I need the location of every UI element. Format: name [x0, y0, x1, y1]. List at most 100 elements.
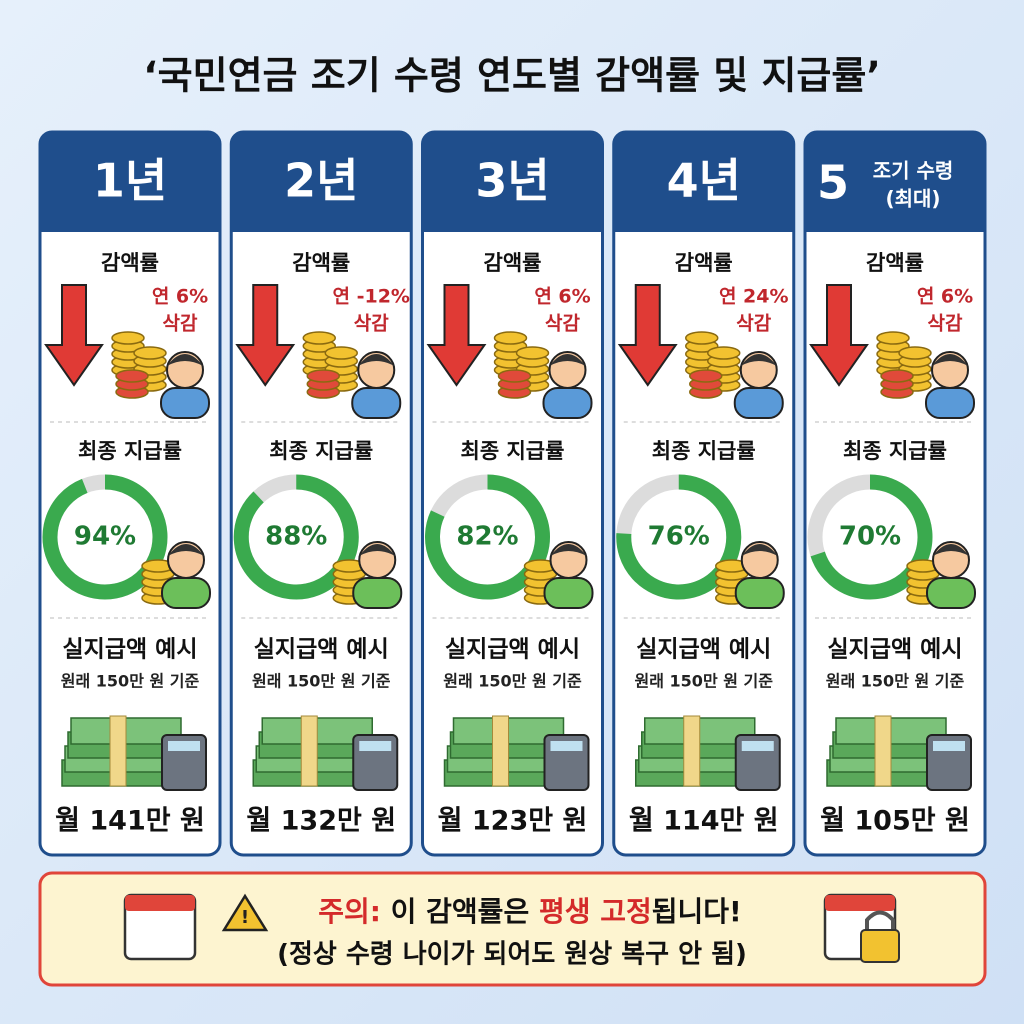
calculator-screen: [168, 741, 200, 751]
card-header: [422, 132, 603, 232]
example-base: 원래 150만 원 기준: [61, 672, 200, 691]
donut-arc: [616, 474, 742, 600]
reduction-rate: 삭감: [928, 313, 963, 335]
reduction-label: 감액률: [292, 251, 350, 275]
calendar-top: [825, 895, 895, 911]
card-header: [40, 132, 220, 232]
notice-line1: 주의: 이 감액률은 평생 고정됩니다!: [318, 895, 742, 928]
card-header-text: 1년: [93, 154, 167, 208]
lock-shackle: [865, 910, 895, 930]
down-arrow: [617, 284, 678, 387]
amount: 월 105만 원: [820, 806, 970, 837]
person-hair: [168, 544, 204, 556]
coin: [115, 369, 149, 383]
amount: 월 132만 원: [246, 806, 396, 837]
warning-icon: [221, 893, 269, 932]
person-hair: [358, 354, 395, 366]
calculator-screen: [359, 741, 392, 751]
notice-segment: 평생 고정: [539, 895, 652, 928]
example-label: 실지급액 예시: [445, 637, 580, 663]
amount: 월 123만 원: [438, 806, 588, 837]
coin: [876, 331, 910, 345]
card-header-note: (최대): [885, 187, 940, 211]
reduction-label: 감액률: [675, 251, 733, 275]
money-band: [492, 715, 509, 787]
example-base: 원래 150만 원 기준: [826, 672, 965, 691]
card-header: [805, 132, 985, 232]
money-band: [683, 715, 701, 787]
donut-arc: [233, 474, 359, 600]
donut-arc: [425, 474, 550, 600]
reduction-rate: 삭감: [163, 313, 198, 335]
card-header: [231, 132, 412, 232]
person-body: [734, 577, 785, 609]
reduction-rate: 연 6%: [152, 286, 208, 308]
reduction-rate: 연 -12%: [333, 286, 410, 308]
coin: [324, 346, 358, 360]
person-body: [542, 387, 593, 419]
reduction-label: 감액률: [866, 251, 924, 275]
payout-label: 최종 지급률: [461, 439, 565, 463]
notice-segment: 주의:: [318, 895, 381, 928]
coin: [133, 346, 167, 360]
payout-value: 82%: [456, 522, 518, 552]
warning-mark: !: [241, 907, 249, 928]
card-header-note: 조기 수령: [873, 159, 954, 183]
donut-arc: [42, 474, 168, 600]
person-body: [160, 387, 210, 419]
card-header: [613, 132, 794, 232]
title: ‘국민연금 조기 수령 연도별 감액률 및 지급률’: [143, 54, 881, 98]
coin: [880, 369, 914, 383]
coin: [497, 369, 532, 383]
payout-value: 94%: [74, 522, 136, 552]
payout-label: 최종 지급률: [269, 439, 373, 463]
coin: [302, 331, 336, 345]
card-header-text: 2년: [284, 154, 358, 208]
amount: 월 141만 원: [55, 806, 205, 837]
notice-segment: 됩니다!: [652, 895, 742, 928]
person-hair: [549, 354, 586, 366]
person-hair: [741, 544, 778, 556]
coin: [515, 346, 550, 360]
calculator-screen: [741, 741, 774, 751]
payout-label: 최종 지급률: [843, 439, 947, 463]
calculator-screen: [550, 741, 583, 751]
person-body: [161, 577, 211, 609]
person-body: [543, 577, 594, 609]
coin: [111, 331, 145, 345]
money-band: [109, 715, 127, 787]
down-arrow: [426, 284, 487, 387]
reduction-rate: 연 24%: [719, 286, 789, 308]
person-body: [733, 387, 784, 419]
coin: [689, 369, 723, 383]
calendar-top: [125, 895, 195, 911]
payout-value: 70%: [839, 522, 901, 552]
down-arrow: [44, 284, 104, 387]
amount: 월 114만 원: [629, 806, 779, 837]
coin: [493, 331, 528, 345]
payout-value: 76%: [648, 522, 710, 552]
down-arrow: [809, 284, 869, 387]
example-label: 실지급액 예시: [828, 637, 963, 663]
person-body: [352, 577, 403, 609]
notice-box: [38, 871, 987, 987]
card-header-text: 5: [817, 156, 849, 210]
notice-line2: (정상 수령 나이가 되어도 원상 복구 안 됨): [277, 940, 747, 970]
card-header-text: 3년: [475, 154, 549, 208]
coin: [898, 346, 932, 360]
coin: [707, 346, 741, 360]
example-base: 원래 150만 원 기준: [635, 672, 774, 691]
card-header-text: 4년: [667, 154, 741, 208]
money-band: [874, 715, 892, 787]
person-hair: [359, 544, 396, 556]
payout-value: 88%: [265, 522, 327, 552]
example-base: 원래 150만 원 기준: [443, 672, 582, 691]
person-body: [925, 387, 975, 419]
reduction-rate: 연 6%: [917, 286, 973, 308]
coin: [685, 331, 719, 345]
person-hair: [933, 544, 969, 556]
lock-body: [860, 929, 900, 963]
calculator-screen: [933, 741, 965, 751]
person-body: [351, 387, 402, 419]
